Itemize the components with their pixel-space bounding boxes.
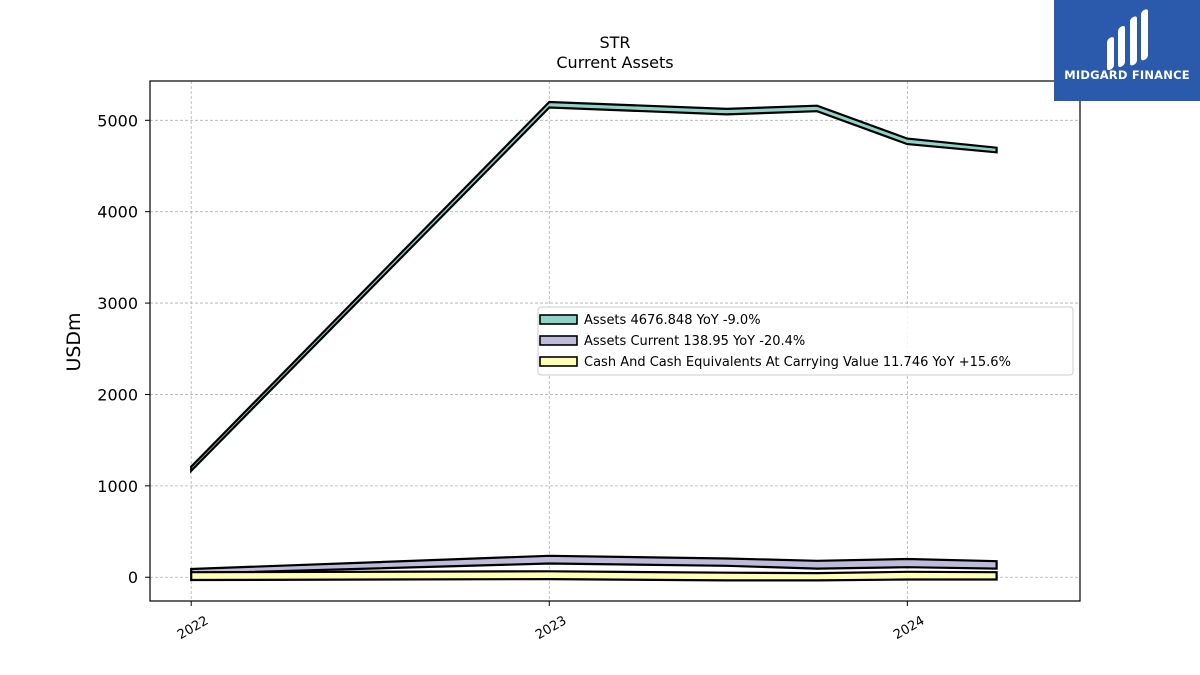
chart-title: STR — [599, 33, 630, 52]
series-area-2 — [190, 570, 998, 582]
series-area-0 — [190, 100, 998, 474]
y-tick-label: 1000 — [97, 477, 138, 496]
y-tick-label: 5000 — [97, 111, 138, 130]
legend-label-0: Assets 4676.848 YoY -9.0% — [584, 313, 761, 328]
legend: Assets 4676.848 YoY -9.0% Assets Current … — [537, 306, 1074, 376]
legend-label-1: Assets Current 138.95 YoY -20.4% — [584, 334, 805, 349]
y-tick-label: 2000 — [97, 385, 138, 404]
legend-swatch-1 — [539, 335, 578, 346]
x-tick-label: 2022 — [175, 613, 211, 643]
grid — [150, 81, 1080, 601]
y-axis-label: USDm — [63, 312, 85, 371]
y-axis: 0 1000 2000 3000 4000 5000 — [97, 111, 150, 587]
legend-box — [537, 306, 1074, 376]
legend-label-2: Cash And Cash Equivalents At Carrying Va… — [584, 355, 1011, 370]
legend-swatch-0 — [539, 314, 578, 325]
brand-logo: MIDGARD FINANCE — [1054, 0, 1200, 101]
plot-series — [190, 100, 998, 582]
x-axis: 2022 2023 2024 — [175, 601, 927, 643]
chart-subtitle: Current Assets — [556, 53, 673, 72]
y-tick-label: 4000 — [97, 203, 138, 222]
series-area-1 — [190, 554, 998, 575]
logo-text: MIDGARD FINANCE — [1064, 68, 1190, 82]
x-tick-label: 2023 — [533, 613, 569, 643]
logo-mark-icon — [1107, 9, 1148, 70]
legend-swatch-2 — [539, 356, 578, 367]
y-tick-label: 0 — [128, 568, 138, 587]
y-tick-label: 3000 — [97, 294, 138, 313]
plot-frame — [149, 80, 1081, 602]
x-tick-label: 2024 — [891, 613, 927, 643]
